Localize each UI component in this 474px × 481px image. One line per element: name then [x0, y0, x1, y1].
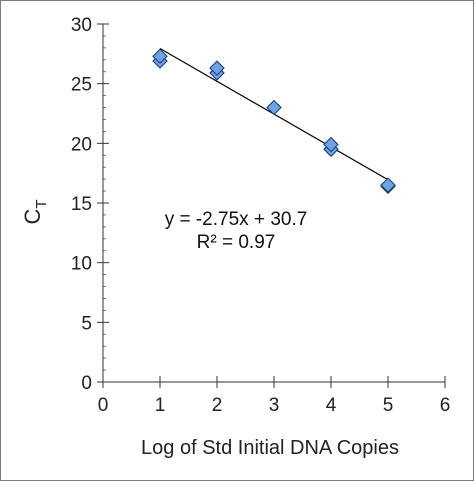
equation-label: y = -2.75x + 30.7: [165, 209, 308, 230]
x-tick-label: 5: [383, 395, 394, 416]
x-tick-labels: 0 1 2 3 4 5 6: [98, 395, 451, 416]
y-tick-label: 25: [71, 75, 92, 96]
y-tick-label: 15: [71, 194, 92, 215]
y-tick-label: 20: [71, 134, 92, 155]
r-squared-label: R² = 0.97: [197, 232, 276, 253]
y-axis-title-subscript: T: [33, 199, 50, 208]
x-tick-label: 3: [269, 395, 280, 416]
y-axis-title: CT: [20, 199, 50, 224]
y-tick-labels: 0 5 10 15 20 25 30: [71, 15, 92, 394]
data-point-9: [380, 177, 396, 193]
axis-major-ticks: [97, 23, 446, 388]
x-tick-label: 0: [98, 395, 109, 416]
data-point-7: [323, 136, 339, 153]
y-axis-title-main: C: [20, 209, 45, 225]
x-tick-label: 2: [212, 395, 223, 416]
x-axis-title: Log of Std Initial DNA Copies: [141, 437, 399, 459]
x-tick-label: 1: [155, 395, 166, 416]
x-tick-label: 4: [326, 395, 337, 416]
y-tick-label: 10: [71, 254, 92, 275]
y-tick-label: 5: [81, 313, 92, 334]
data-point-5: [266, 99, 282, 116]
x-tick-label: 6: [440, 395, 451, 416]
y-tick-label: 30: [71, 15, 92, 36]
y-tick-label: 0: [81, 373, 92, 394]
data-point-4: [209, 60, 225, 76]
data-points: [152, 48, 396, 195]
data-point-2: [152, 48, 168, 64]
svg-text:CT: CT: [20, 199, 50, 224]
